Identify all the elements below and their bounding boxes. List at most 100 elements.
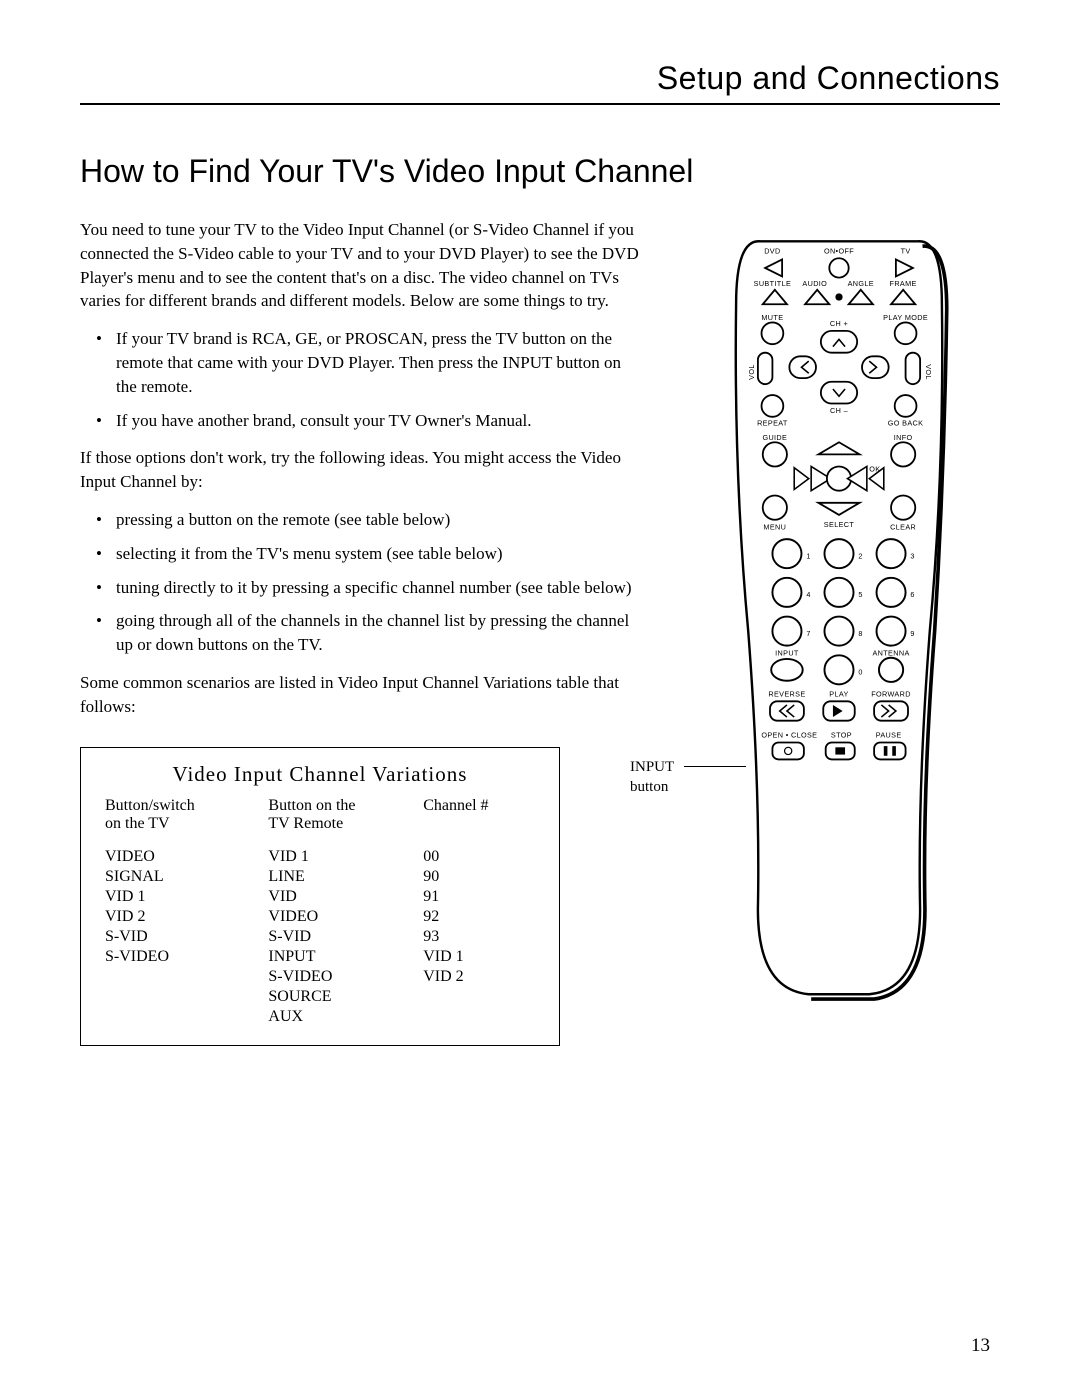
svg-text:REPEAT: REPEAT xyxy=(757,418,788,427)
svg-text:CH +: CH + xyxy=(830,319,848,328)
svg-text:VOL: VOL xyxy=(747,364,756,380)
table-cell: AUX xyxy=(268,1007,423,1027)
input-callout: INPUT button xyxy=(630,758,674,797)
list-item: If you have another brand, consult your … xyxy=(116,409,640,433)
svg-text:REVERSE: REVERSE xyxy=(768,689,805,698)
svg-text:SUBTITLE: SUBTITLE xyxy=(754,279,792,288)
table-cell: INPUT xyxy=(268,947,423,967)
table-cell xyxy=(423,987,535,1007)
svg-text:6: 6 xyxy=(910,590,914,599)
variations-table-box: Video Input Channel Variations Button/sw… xyxy=(80,747,560,1046)
svg-text:4: 4 xyxy=(806,590,810,599)
table-row: VID 2VIDEO92 xyxy=(105,907,535,927)
table-row: VID 1VID91 xyxy=(105,887,535,907)
bullet-list-2: pressing a button on the remote (see tab… xyxy=(80,508,640,657)
table-cell: S-VIDEO xyxy=(268,967,423,987)
svg-text:AUDIO: AUDIO xyxy=(802,279,827,288)
list-item: pressing a button on the remote (see tab… xyxy=(116,508,640,532)
table-cell: S-VID xyxy=(268,927,423,947)
svg-text:ON•OFF: ON•OFF xyxy=(824,246,854,255)
svg-text:1: 1 xyxy=(806,551,810,560)
table-header: Button/switch on the TV xyxy=(105,797,268,847)
bullet-list-1: If your TV brand is RCA, GE, or PROSCAN,… xyxy=(80,327,640,432)
svg-text:OPEN • CLOSE: OPEN • CLOSE xyxy=(761,731,817,740)
svg-text:STOP: STOP xyxy=(831,731,852,740)
svg-text:INFO: INFO xyxy=(894,433,913,442)
table-cell: S-VIDEO xyxy=(105,947,268,967)
svg-text:2: 2 xyxy=(858,551,862,560)
svg-text:GUIDE: GUIDE xyxy=(762,433,787,442)
table-header-text: TV Remote xyxy=(268,815,343,832)
svg-text:INPUT: INPUT xyxy=(775,648,799,657)
table-cell: VID 1 xyxy=(423,947,535,967)
svg-text:VOL: VOL xyxy=(924,364,933,380)
list-item: selecting it from the TV's menu system (… xyxy=(116,542,640,566)
table-row: AUX xyxy=(105,1007,535,1027)
table-cell: 90 xyxy=(423,867,535,887)
svg-text:MENU: MENU xyxy=(763,522,786,531)
svg-text:7: 7 xyxy=(806,629,810,638)
svg-text:SELECT: SELECT xyxy=(824,520,855,529)
svg-text:ANTENNA: ANTENNA xyxy=(872,648,909,657)
table-cell xyxy=(105,1007,268,1027)
table-row: S-VIDS-VID93 xyxy=(105,927,535,947)
list-item: going through all of the channels in the… xyxy=(116,609,640,657)
section-header: Setup and Connections xyxy=(80,60,1000,97)
table-title: Video Input Channel Variations xyxy=(105,762,535,787)
remote-illustration: DVD ON•OFF TV SUBTITLE AUDIO ANGLE FRAME xyxy=(724,224,1000,1019)
page-number: 13 xyxy=(971,1335,990,1357)
svg-text:8: 8 xyxy=(858,629,862,638)
table-row: SOURCE xyxy=(105,987,535,1007)
list-item: If your TV brand is RCA, GE, or PROSCAN,… xyxy=(116,327,640,398)
table-header-text: Button/switch xyxy=(105,797,195,814)
callout-text: INPUT xyxy=(630,759,674,775)
table-header-text: Button on the xyxy=(268,797,355,814)
svg-text:CH –: CH – xyxy=(830,406,849,415)
svg-text:PLAY: PLAY xyxy=(829,689,848,698)
table-cell: 93 xyxy=(423,927,535,947)
table-cell: 92 xyxy=(423,907,535,927)
remote-svg: DVD ON•OFF TV SUBTITLE AUDIO ANGLE FRAME xyxy=(724,224,954,1014)
list-item: tuning directly to it by pressing a spec… xyxy=(116,576,640,600)
svg-text:PLAY MODE: PLAY MODE xyxy=(883,313,928,322)
svg-text:FRAME: FRAME xyxy=(890,279,917,288)
table-row: S-VIDEOINPUTVID 1 xyxy=(105,947,535,967)
header-rule xyxy=(80,103,1000,105)
svg-text:GO BACK: GO BACK xyxy=(888,418,924,427)
callout-text: button xyxy=(630,779,668,795)
table-cell: LINE xyxy=(268,867,423,887)
table-cell: 00 xyxy=(423,847,535,867)
page-title: How to Find Your TV's Video Input Channe… xyxy=(80,153,1000,190)
table-cell: SOURCE xyxy=(268,987,423,1007)
svg-text:PAUSE: PAUSE xyxy=(876,731,902,740)
variations-table: Button/switch on the TV Button on the TV… xyxy=(105,797,535,1027)
text-column: You need to tune your TV to the Video In… xyxy=(80,218,640,1046)
table-cell xyxy=(105,967,268,987)
svg-text:MUTE: MUTE xyxy=(761,313,783,322)
table-row: S-VIDEOVID 2 xyxy=(105,967,535,987)
svg-text:DVD: DVD xyxy=(764,246,780,255)
table-cell: VID 1 xyxy=(268,847,423,867)
table-cell: VID 1 xyxy=(105,887,268,907)
table-cell: VID 2 xyxy=(105,907,268,927)
outro-paragraph: Some common scenarios are listed in Vide… xyxy=(80,671,640,719)
table-header: Channel # xyxy=(423,797,535,847)
svg-text:9: 9 xyxy=(910,629,914,638)
callout-leader-line xyxy=(684,766,746,767)
svg-text:CLEAR: CLEAR xyxy=(890,522,916,531)
svg-text:FORWARD: FORWARD xyxy=(871,689,911,698)
svg-text:TV: TV xyxy=(901,246,911,255)
table-cell: SIGNAL xyxy=(105,867,268,887)
table-cell: VIDEO xyxy=(105,847,268,867)
table-row: VIDEOVID 100 xyxy=(105,847,535,867)
intro-paragraph: You need to tune your TV to the Video In… xyxy=(80,218,640,313)
table-cell: VID 2 xyxy=(423,967,535,987)
table-header-text: on the TV xyxy=(105,815,170,832)
table-cell xyxy=(105,987,268,1007)
table-cell: S-VID xyxy=(105,927,268,947)
svg-text:ANGLE: ANGLE xyxy=(848,279,874,288)
table-cell xyxy=(423,1007,535,1027)
table-header: Button on the TV Remote xyxy=(268,797,423,847)
table-cell: 91 xyxy=(423,887,535,907)
table-row: SIGNALLINE90 xyxy=(105,867,535,887)
